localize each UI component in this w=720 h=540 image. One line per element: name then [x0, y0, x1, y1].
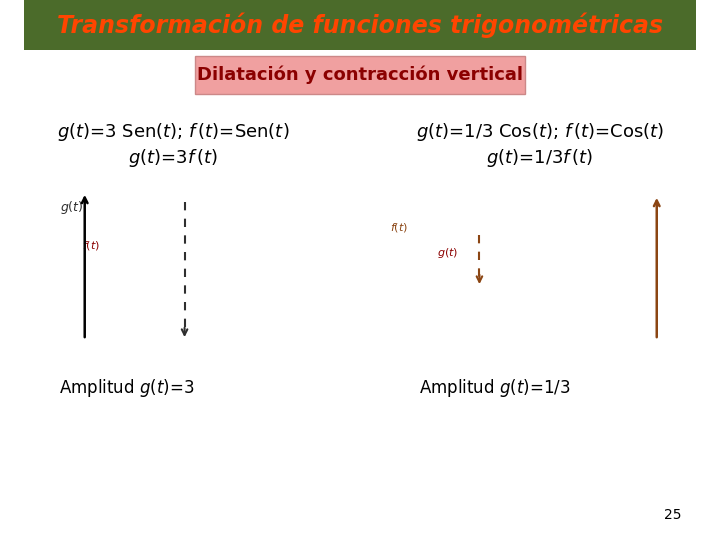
Text: Amplitud $g(t)$=1/3: Amplitud $g(t)$=1/3: [420, 377, 571, 399]
Bar: [24, 0, 696, 50]
Text: Transformación de funciones trigonométricas: Transformación de funciones trigonométri…: [57, 12, 663, 38]
Text: $g(t)$: $g(t)$: [436, 246, 458, 260]
Text: $g(t)$=3$f\,(t)$: $g(t)$=3$f\,(t)$: [128, 147, 218, 169]
Text: $g(t)$=3 Sen$(t)$; $f\,(t)$=Sen$(t)$: $g(t)$=3 Sen$(t)$; $f\,(t)$=Sen$(t)$: [57, 121, 289, 143]
Text: $g(t)$=1/3 Cos$(t)$; $f\,(t)$=Cos$(t)$: $g(t)$=1/3 Cos$(t)$; $f\,(t)$=Cos$(t)$: [416, 121, 664, 143]
Text: $f(t)$: $f(t)$: [82, 239, 100, 252]
FancyBboxPatch shape: [195, 56, 525, 94]
Text: $g(t)$=1/3$f\,(t)$: $g(t)$=1/3$f\,(t)$: [487, 147, 594, 169]
Text: $f(t)$: $f(t)$: [390, 221, 408, 234]
Text: Amplitud $g(t)$=3: Amplitud $g(t)$=3: [59, 377, 194, 399]
Text: 25: 25: [665, 508, 682, 522]
Text: $g(t)$: $g(t)$: [60, 199, 83, 217]
Text: Dilatación y contracción vertical: Dilatación y contracción vertical: [197, 66, 523, 84]
